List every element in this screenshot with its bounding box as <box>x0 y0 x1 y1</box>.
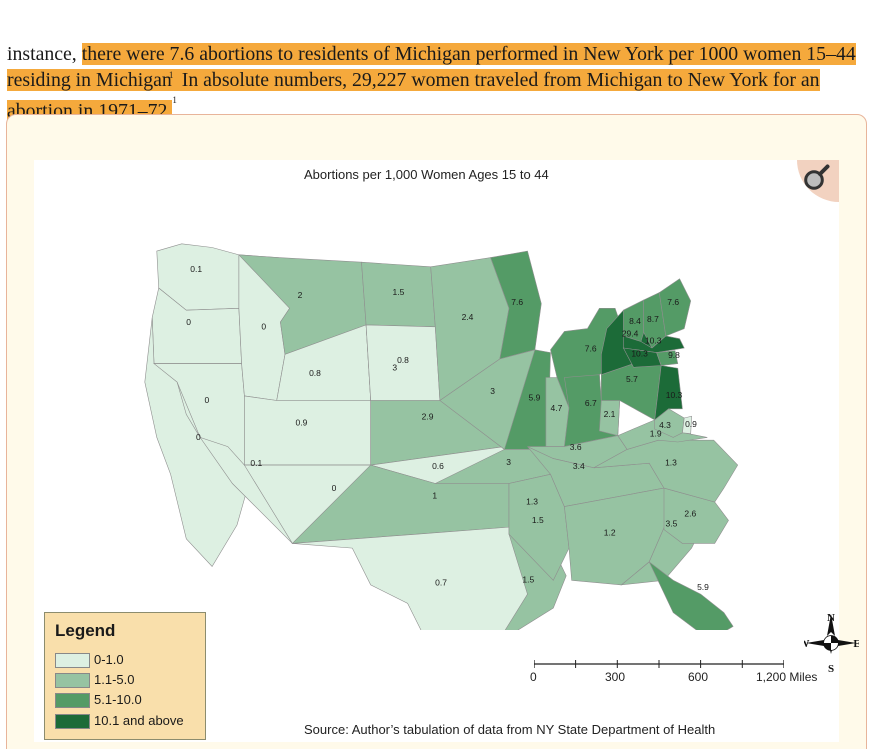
svg-text:E: E <box>853 638 859 650</box>
svg-text:3.6: 3.6 <box>570 442 582 452</box>
svg-text:3: 3 <box>506 457 511 467</box>
svg-text:1.3: 1.3 <box>665 457 677 467</box>
svg-text:W: W <box>804 638 810 650</box>
svg-text:0.9: 0.9 <box>295 417 307 427</box>
svg-text:0: 0 <box>261 322 266 332</box>
svg-text:0.9: 0.9 <box>685 419 697 429</box>
svg-text:7.6: 7.6 <box>511 297 523 307</box>
svg-text:S: S <box>828 663 834 675</box>
svg-text:0.6: 0.6 <box>432 461 444 471</box>
svg-text:1.5: 1.5 <box>532 515 544 525</box>
svg-text:1.9: 1.9 <box>650 429 662 439</box>
svg-text:1.3: 1.3 <box>526 496 538 506</box>
svg-text:0.7: 0.7 <box>435 577 447 587</box>
svg-text:5.9: 5.9 <box>528 392 540 402</box>
svg-text:3: 3 <box>490 386 495 396</box>
svg-text:0: 0 <box>186 317 191 327</box>
svg-text:0: 0 <box>332 483 337 493</box>
svg-text:9.8: 9.8 <box>668 350 680 360</box>
svg-text:29.4: 29.4 <box>622 329 639 339</box>
svg-text:8.7: 8.7 <box>647 314 659 324</box>
svg-text:8.4: 8.4 <box>629 316 641 326</box>
svg-text:N: N <box>827 612 835 624</box>
svg-text:0.1: 0.1 <box>250 458 262 468</box>
svg-text:10.3: 10.3 <box>645 336 662 346</box>
svg-text:2.6: 2.6 <box>684 508 696 518</box>
svg-text:5.9: 5.9 <box>697 582 709 592</box>
svg-text:1.2: 1.2 <box>604 527 616 537</box>
svg-text:4.3: 4.3 <box>659 420 671 430</box>
svg-text:0.1: 0.1 <box>190 264 202 274</box>
svg-text:7.6: 7.6 <box>585 344 597 354</box>
svg-text:1: 1 <box>432 491 437 501</box>
svg-text:1.5: 1.5 <box>522 575 534 585</box>
svg-text:7.6: 7.6 <box>667 297 679 307</box>
svg-text:2.9: 2.9 <box>422 412 434 422</box>
svg-text:1.5: 1.5 <box>392 287 404 297</box>
svg-text:2.4: 2.4 <box>462 312 474 322</box>
svg-text:3.5: 3.5 <box>665 519 677 529</box>
svg-text:6.7: 6.7 <box>585 398 597 408</box>
svg-text:0.8: 0.8 <box>397 355 409 365</box>
svg-text:10.3: 10.3 <box>631 348 648 358</box>
svg-text:0: 0 <box>196 432 201 442</box>
svg-text:4.7: 4.7 <box>550 403 562 413</box>
svg-text:0.8: 0.8 <box>309 368 321 378</box>
svg-text:2.1: 2.1 <box>604 409 616 419</box>
svg-text:3.4: 3.4 <box>573 461 585 471</box>
svg-text:5.7: 5.7 <box>626 374 638 384</box>
svg-text:10.3: 10.3 <box>666 390 683 400</box>
svg-text:0: 0 <box>205 395 210 405</box>
svg-text:2: 2 <box>298 290 303 300</box>
